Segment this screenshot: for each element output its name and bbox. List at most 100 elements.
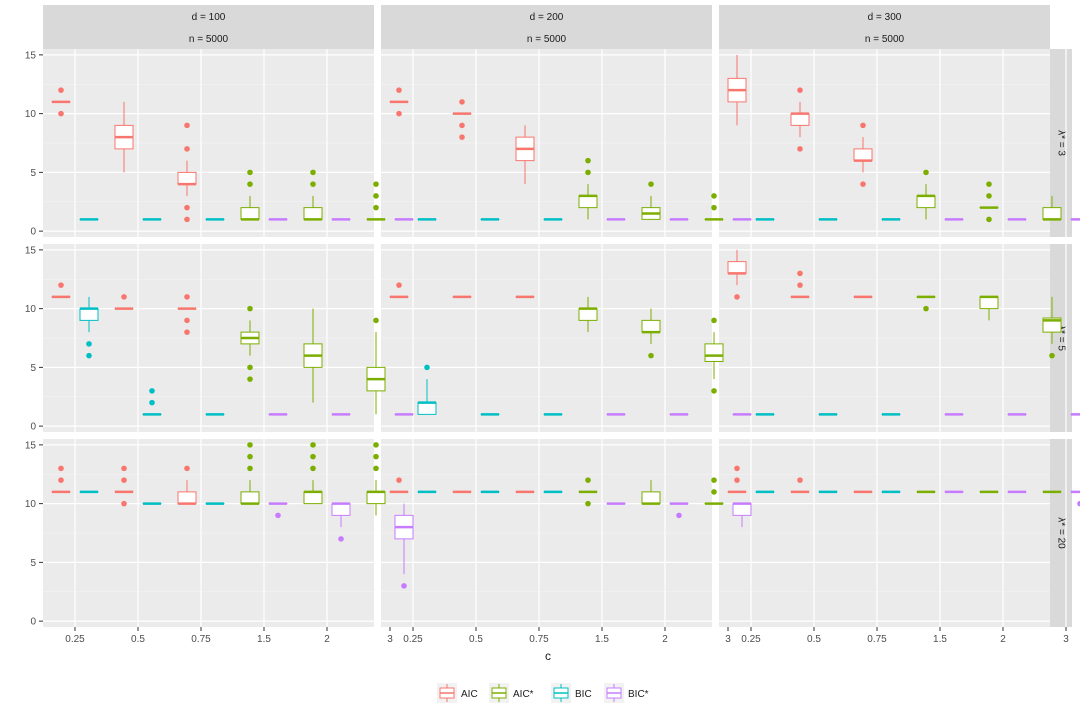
legend-item-bic-star: BIC* [604, 683, 649, 703]
outlier-point [58, 110, 64, 117]
outlier-point [459, 99, 465, 105]
outlier-point [338, 536, 344, 542]
outlier-point [585, 157, 591, 164]
y-tick-label: 10 [25, 499, 37, 510]
outlier-point [860, 181, 866, 187]
outlier-point [184, 317, 190, 324]
strip-background [43, 5, 374, 49]
box-aic [727, 54, 747, 126]
outlier-point [58, 87, 64, 93]
outlier-point [373, 317, 379, 324]
box-aic-star [916, 169, 936, 220]
y-tick-label: 15 [25, 440, 37, 451]
box-aic [177, 294, 197, 335]
box-aic [727, 465, 747, 494]
outlier-point [860, 122, 866, 129]
outlier-point [121, 294, 127, 300]
outlier-point [121, 500, 127, 507]
box-bic [79, 296, 99, 359]
outlier-point [986, 216, 992, 223]
outlier-point [373, 204, 379, 211]
outlier-point [184, 294, 190, 300]
box-iqr [853, 148, 873, 162]
box-iqr [727, 261, 747, 274]
y-tick-label: 15 [25, 245, 37, 256]
box-aic-star [641, 181, 661, 220]
box-iqr [177, 491, 197, 505]
box-iqr [790, 113, 810, 126]
x-tick-label: 0.5 [131, 634, 145, 645]
outlier-point [86, 341, 92, 347]
strip-label-lambda: λ* = 20 [1055, 517, 1066, 549]
strip-label-d: d = 200 [530, 12, 564, 23]
legend-label: BIC [575, 689, 592, 700]
box-aic-star [303, 169, 323, 221]
strip-label-d: d = 300 [868, 12, 902, 23]
box-aic [177, 122, 197, 223]
box-aic [790, 270, 810, 299]
outlier-point [184, 122, 190, 129]
box-iqr [732, 503, 752, 516]
x-tick-label: 1.5 [257, 634, 271, 645]
box-aic-star [366, 317, 386, 415]
box-iqr [417, 402, 437, 415]
x-axis-title: c [545, 649, 551, 663]
outlier-point [247, 442, 253, 448]
panel-r2-c2 [381, 244, 729, 432]
x-tick-label: 3 [725, 634, 731, 645]
outlier-point [1049, 352, 1055, 359]
facet-strip-col-1: d = 100 n = 5000 [43, 5, 374, 49]
box-iqr [366, 491, 386, 505]
outlier-point [648, 181, 654, 187]
box-aic-star [578, 477, 598, 507]
panel-r2-c3 [719, 244, 1067, 432]
y-tick-label: 5 [30, 168, 36, 179]
outlier-point [711, 317, 717, 324]
y-tick-label: 15 [25, 50, 37, 61]
legend-label: AIC* [513, 689, 534, 700]
outlier-point [797, 146, 803, 152]
outlier-point [923, 305, 929, 312]
x-tick-label: 0.25 [741, 634, 761, 645]
outlier-point [585, 500, 591, 507]
outlier-point [149, 399, 155, 406]
panel-r2-c1 [43, 244, 391, 432]
box-iqr [240, 207, 260, 220]
outlier-point [923, 169, 929, 176]
outlier-point [734, 294, 740, 300]
box-iqr [641, 319, 661, 333]
box-iqr [1042, 207, 1062, 220]
strip-label-d: d = 100 [192, 12, 226, 23]
y-tick-label: 5 [30, 363, 36, 374]
outlier-point [247, 453, 253, 460]
legend-item-aic-star: AIC* [489, 683, 534, 703]
box-iqr [303, 491, 323, 505]
x-tick-label: 0.5 [469, 634, 483, 645]
outlier-point [58, 477, 64, 483]
legend-item-aic: AIC [437, 683, 478, 703]
box-aic-star [578, 296, 598, 333]
box-aic-star [979, 181, 999, 223]
facet-strip-row-3: λ* = 20 [1050, 439, 1072, 627]
outlier-point [310, 442, 316, 448]
outlier-point [986, 181, 992, 187]
box-aic [389, 87, 409, 117]
x-tick-label: 3 [387, 634, 393, 645]
outlier-point [734, 465, 740, 472]
box-aic-star [366, 442, 386, 516]
outlier-point [373, 465, 379, 472]
x-tick-label: 2 [324, 634, 330, 645]
box-aic [515, 125, 535, 185]
x-tick-label: 0.75 [529, 634, 549, 645]
box-bic-star [669, 502, 689, 519]
panel-r1-c1 [43, 49, 391, 237]
strip-label-n: n = 5000 [527, 34, 567, 45]
box-bic-star [331, 502, 351, 542]
legend-item-bic: BIC [551, 683, 592, 703]
y-tick-label: 10 [25, 109, 37, 120]
facet-strip-row-2: λ* = 5 [1050, 244, 1072, 432]
outlier-point [396, 87, 402, 93]
box-iqr [979, 296, 999, 310]
outlier-point [459, 134, 465, 140]
